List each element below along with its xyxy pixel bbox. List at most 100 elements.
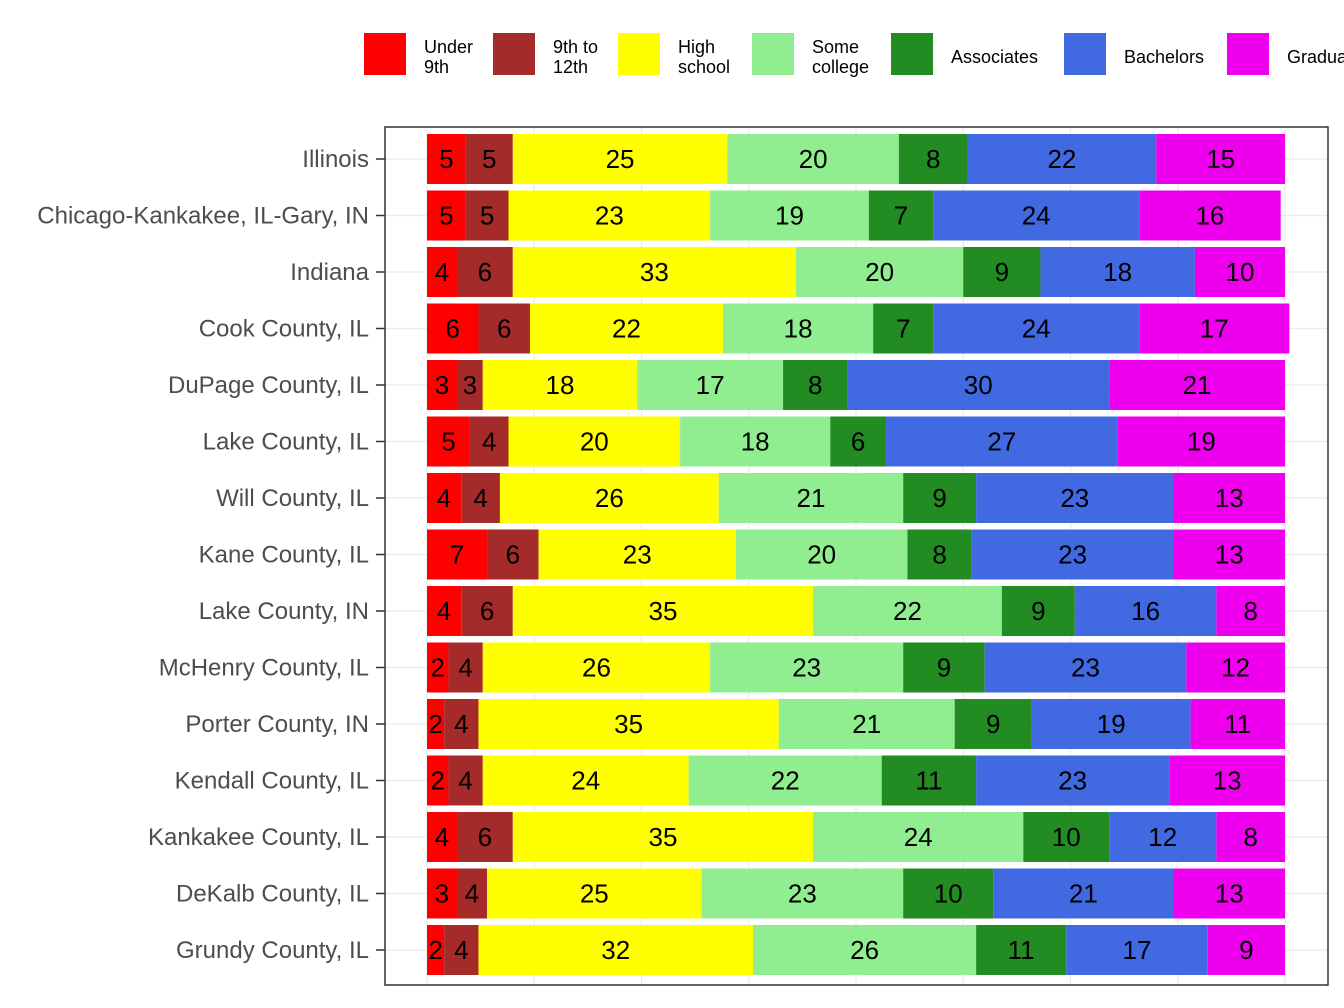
data-label: 19 [775,201,804,231]
data-label: 18 [784,314,813,344]
bar-segment [512,812,814,862]
bar-segment [1117,416,1285,467]
data-label: 23 [1060,483,1089,513]
data-label: 30 [964,370,993,400]
data-label: 8 [926,144,940,174]
data-label: 17 [696,370,725,400]
data-label: 21 [852,709,881,739]
data-label: 26 [582,653,611,683]
legend-label: Bachelors [1124,47,1204,67]
bar-segment [881,755,977,806]
data-label: 2 [428,935,442,965]
data-label: 22 [771,766,800,796]
bar-segment [499,473,719,523]
bar-segment [1139,303,1290,354]
bar-segment [1156,134,1285,184]
bar-segment [482,360,638,410]
data-label: 6 [480,596,494,626]
bar-segment [967,134,1157,184]
bar-segment [427,190,466,241]
legend-label: 9th to [553,37,598,57]
legend-label: Graduate [1287,47,1344,67]
bar-segment [461,473,500,523]
data-label: 27 [987,427,1016,457]
data-label: 5 [439,201,453,231]
bar-segment [427,360,458,410]
data-label: 19 [1187,427,1216,457]
data-label: 7 [450,540,464,570]
bar-segment [727,134,899,184]
data-label: 23 [1058,540,1087,570]
data-label: 10 [1052,822,1081,852]
data-label: 23 [623,540,652,570]
bar-segment [903,473,977,523]
bar-segment [1074,586,1217,636]
y-axis: Illinois Chicago-Kankakee, IL-Gary, IN Ind… [37,146,385,964]
data-label: 6 [478,822,492,852]
y-tick-label: Kendall County, IL [175,768,369,795]
data-label: 18 [741,427,770,457]
bar-segment [1173,529,1285,580]
bar-segment [984,642,1187,693]
legend-label: school [678,57,730,77]
bar-segment [427,473,462,523]
bar-segment [508,190,711,241]
data-label: 8 [1243,596,1257,626]
data-label: 20 [865,257,894,287]
legend-label: Associates [951,47,1038,67]
data-label: 9 [937,653,951,683]
bar-segment [427,925,445,975]
data-label: 6 [478,257,492,287]
bar-segment [448,642,483,693]
data-label: 11 [915,766,942,796]
data-label: 5 [482,144,496,174]
bar-segment [723,303,874,354]
bar-segment [1023,812,1110,862]
bar-segment [457,812,513,862]
data-label: 18 [546,370,575,400]
data-label: 4 [437,596,451,626]
y-tick-label: Kankakee County, IL [148,824,369,851]
bar-segment [680,416,831,467]
data-label: 4 [437,483,451,513]
bar-segment [508,416,681,467]
bar-segment [1169,755,1285,806]
bar-segment [753,925,977,975]
bar-segment [448,755,483,806]
bar-segment [783,360,848,410]
legend-label: college [812,57,869,77]
bar-segment [933,190,1140,241]
bar-segment [427,303,479,354]
data-label: 5 [439,144,453,174]
data-label: 25 [580,879,609,909]
data-label: 20 [807,540,836,570]
bar-segment [1066,925,1208,975]
y-tick-label: Lake County, IL [203,429,369,456]
data-label: 13 [1215,483,1244,513]
data-label: 4 [454,709,468,739]
bar-segment [457,360,483,410]
data-label: 4 [454,935,468,965]
data-label: 6 [497,314,511,344]
data-label: 4 [473,483,487,513]
bar-segment [1186,642,1285,693]
bar-segment [427,247,458,297]
bar-segment [427,755,449,806]
bar-segment [963,247,1041,297]
bar-segment [465,134,513,184]
bar-segment [954,699,1032,749]
data-label: 4 [458,653,472,683]
bar-segment [813,586,1002,636]
data-label: 4 [482,427,496,457]
bar-segment [898,134,968,184]
data-label: 12 [1221,653,1250,683]
bar-segment [1139,190,1281,241]
bar-segment [971,529,1174,580]
data-label: 23 [788,879,817,909]
bar-segment [512,247,796,297]
bar-segment [427,529,488,580]
data-label: 25 [606,144,635,174]
bar-segment [478,699,779,749]
data-label: 22 [1047,144,1076,174]
